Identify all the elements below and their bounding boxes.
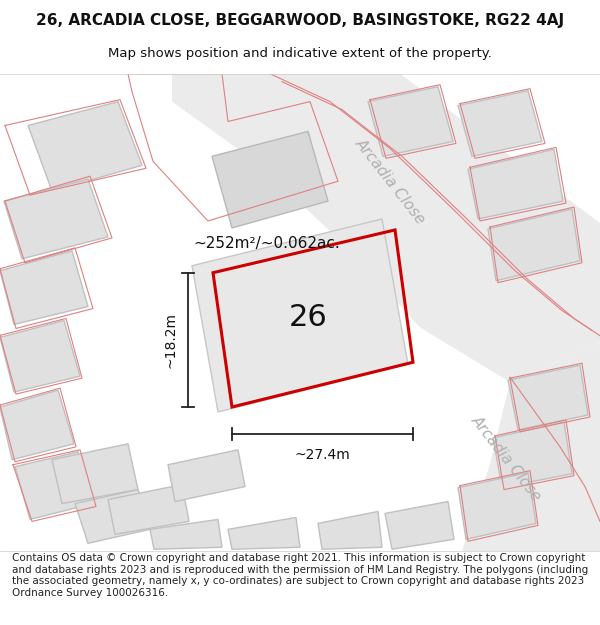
Text: Arcadia Close: Arcadia Close — [468, 413, 544, 504]
Polygon shape — [0, 390, 74, 460]
Polygon shape — [75, 489, 150, 543]
Text: ~18.2m: ~18.2m — [163, 312, 177, 368]
Text: Map shows position and indicative extent of the property.: Map shows position and indicative extent… — [108, 47, 492, 59]
Polygon shape — [15, 452, 93, 519]
Polygon shape — [458, 91, 542, 156]
Polygon shape — [442, 342, 600, 551]
Text: 26, ARCADIA CLOSE, BEGGARWOOD, BASINGSTOKE, RG22 4AJ: 26, ARCADIA CLOSE, BEGGARWOOD, BASINGSTO… — [36, 13, 564, 28]
Polygon shape — [28, 102, 142, 191]
Polygon shape — [0, 321, 80, 392]
Polygon shape — [168, 450, 245, 501]
Polygon shape — [52, 444, 138, 504]
Polygon shape — [172, 74, 600, 382]
Text: Contains OS data © Crown copyright and database right 2021. This information is : Contains OS data © Crown copyright and d… — [12, 553, 588, 598]
Polygon shape — [458, 472, 536, 539]
Polygon shape — [0, 251, 88, 324]
Text: 26: 26 — [289, 304, 328, 332]
Text: ~27.4m: ~27.4m — [295, 448, 350, 462]
Polygon shape — [212, 131, 328, 228]
Text: Arcadia Close: Arcadia Close — [352, 136, 428, 227]
Polygon shape — [228, 518, 300, 549]
Polygon shape — [192, 219, 408, 412]
Polygon shape — [108, 484, 189, 534]
Polygon shape — [385, 501, 454, 549]
Polygon shape — [508, 365, 588, 430]
Polygon shape — [488, 209, 580, 281]
Polygon shape — [493, 422, 572, 488]
Polygon shape — [368, 87, 453, 156]
Polygon shape — [150, 519, 222, 549]
Polygon shape — [4, 179, 108, 259]
Polygon shape — [318, 511, 382, 549]
Text: ~252m²/~0.062ac.: ~252m²/~0.062ac. — [193, 236, 340, 251]
Polygon shape — [468, 149, 563, 219]
